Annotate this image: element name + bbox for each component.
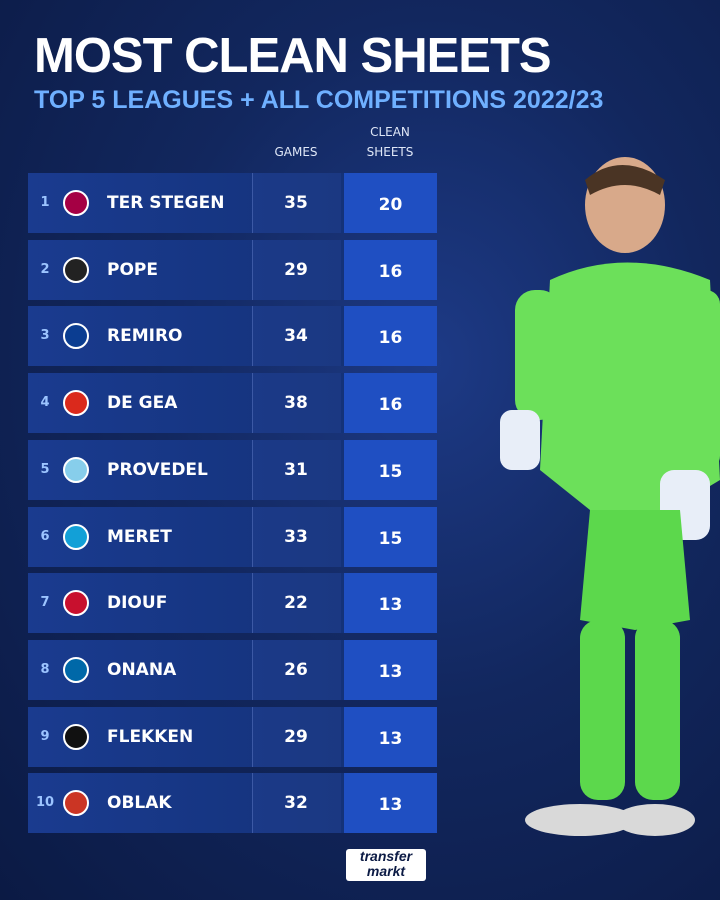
club-logo bbox=[63, 656, 89, 683]
rank: 5 bbox=[40, 461, 50, 477]
rank: 8 bbox=[40, 661, 50, 677]
games: 35 bbox=[284, 193, 308, 213]
games-cell-background bbox=[252, 506, 341, 567]
club-logo bbox=[63, 523, 89, 550]
clean-sheets: 13 bbox=[378, 728, 403, 749]
games: 32 bbox=[284, 793, 308, 814]
player-name: FLEKKEN bbox=[107, 726, 194, 747]
club-logo bbox=[63, 256, 89, 283]
column-header: CLEAN SHEETS bbox=[366, 125, 414, 159]
player-name: DIOUF bbox=[107, 593, 168, 614]
brand-text: transfer bbox=[359, 848, 413, 864]
games-cell-background bbox=[252, 706, 341, 767]
clean-sheets-cell-background bbox=[344, 239, 437, 300]
rank: 10 bbox=[35, 795, 55, 811]
clean-sheets: 13 bbox=[378, 795, 403, 816]
brand-text: markt bbox=[366, 863, 406, 879]
player-name: OBLAK bbox=[107, 793, 172, 814]
clean-sheets-cell-background bbox=[344, 773, 437, 834]
player-name: TER STEGEN bbox=[107, 193, 225, 213]
rank: 7 bbox=[40, 595, 50, 611]
club-logo bbox=[63, 190, 89, 216]
games-cell-background bbox=[252, 306, 341, 367]
club-logo bbox=[63, 390, 89, 417]
player-name: POPE bbox=[107, 259, 158, 280]
clean-sheets-cell-background bbox=[344, 373, 437, 434]
clean-sheets-cell-background bbox=[344, 439, 437, 500]
title: MOST CLEAN SHEETS bbox=[34, 29, 552, 83]
clean-sheets-cell-background bbox=[344, 306, 437, 367]
clean-sheets-cell-background bbox=[344, 573, 437, 634]
games-cell-background bbox=[252, 573, 341, 634]
games: 31 bbox=[284, 459, 308, 480]
games: 26 bbox=[284, 659, 308, 680]
subtitle: TOP 5 LEAGUES + ALL COMPETITIONS 2022/23 bbox=[34, 86, 604, 114]
rank: 1 bbox=[40, 195, 50, 210]
clean-sheets: 15 bbox=[378, 461, 403, 482]
games-cell-background bbox=[252, 439, 341, 500]
rank: 2 bbox=[40, 261, 50, 277]
clean-sheets: 16 bbox=[378, 328, 403, 349]
clean-sheets-cell-background bbox=[344, 173, 437, 233]
brand-logo: transfer markt bbox=[346, 849, 426, 881]
player-name: REMIRO bbox=[107, 326, 183, 347]
club-logo bbox=[63, 323, 89, 350]
club-logo bbox=[63, 456, 89, 483]
games: 29 bbox=[284, 259, 308, 280]
club-logo bbox=[63, 723, 89, 750]
column-header: GAMES bbox=[274, 145, 318, 159]
games-cell-background bbox=[252, 173, 341, 233]
rank: 6 bbox=[40, 528, 50, 544]
player-image bbox=[500, 157, 720, 836]
player-name: ONANA bbox=[107, 659, 177, 680]
clean-sheets: 16 bbox=[378, 395, 403, 416]
club-logo bbox=[63, 590, 89, 617]
games-cell-background bbox=[252, 373, 341, 434]
rank: 4 bbox=[40, 395, 50, 411]
clean-sheets: 20 bbox=[378, 195, 403, 215]
club-logo bbox=[63, 790, 89, 817]
clean-sheets-cell-background bbox=[344, 639, 437, 700]
clean-sheets: 15 bbox=[378, 528, 403, 549]
games: 33 bbox=[284, 526, 308, 547]
player-name: MERET bbox=[107, 526, 172, 547]
games: 29 bbox=[284, 726, 308, 747]
player-name: DE GEA bbox=[107, 393, 178, 414]
games-cell-background bbox=[252, 239, 341, 300]
games: 34 bbox=[284, 326, 308, 347]
clean-sheets-cell-background bbox=[344, 706, 437, 767]
clean-sheets: 16 bbox=[378, 261, 403, 282]
games-cell-background bbox=[252, 773, 341, 834]
clean-sheets-cell-background bbox=[344, 506, 437, 567]
clean-sheets: 13 bbox=[378, 661, 403, 682]
rank: 3 bbox=[40, 328, 50, 344]
games: 38 bbox=[284, 393, 308, 414]
games: 22 bbox=[284, 593, 308, 614]
player-name: PROVEDEL bbox=[107, 459, 208, 480]
rank: 9 bbox=[40, 728, 50, 744]
games-cell-background bbox=[252, 639, 341, 700]
clean-sheets: 13 bbox=[378, 595, 403, 616]
